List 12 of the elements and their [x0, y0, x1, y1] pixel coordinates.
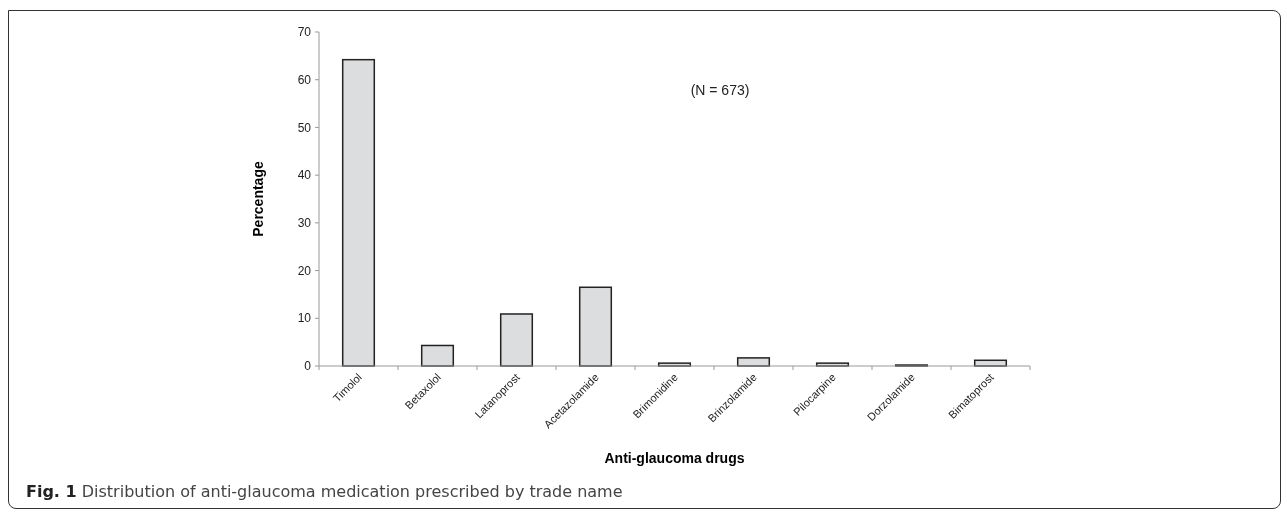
caption: Fig. 1 Distribution of anti-glaucoma medication prescribed by trade name [26, 482, 623, 501]
y-tick-label: 70 [297, 25, 312, 40]
annotation: (N = 673) [690, 82, 750, 98]
y-tick-label: 0 [304, 359, 312, 374]
y-axis-title: Percentage [250, 161, 266, 237]
y-tick-label: 20 [297, 263, 312, 278]
x-axis-title: Anti-glaucoma drugs [604, 450, 745, 466]
y-tick-label: 40 [297, 168, 312, 183]
y-tick-label: 50 [297, 120, 312, 135]
y-tick-label: 10 [297, 311, 312, 326]
y-tick-label: 60 [297, 72, 312, 87]
y-tick-label: 30 [297, 216, 312, 231]
